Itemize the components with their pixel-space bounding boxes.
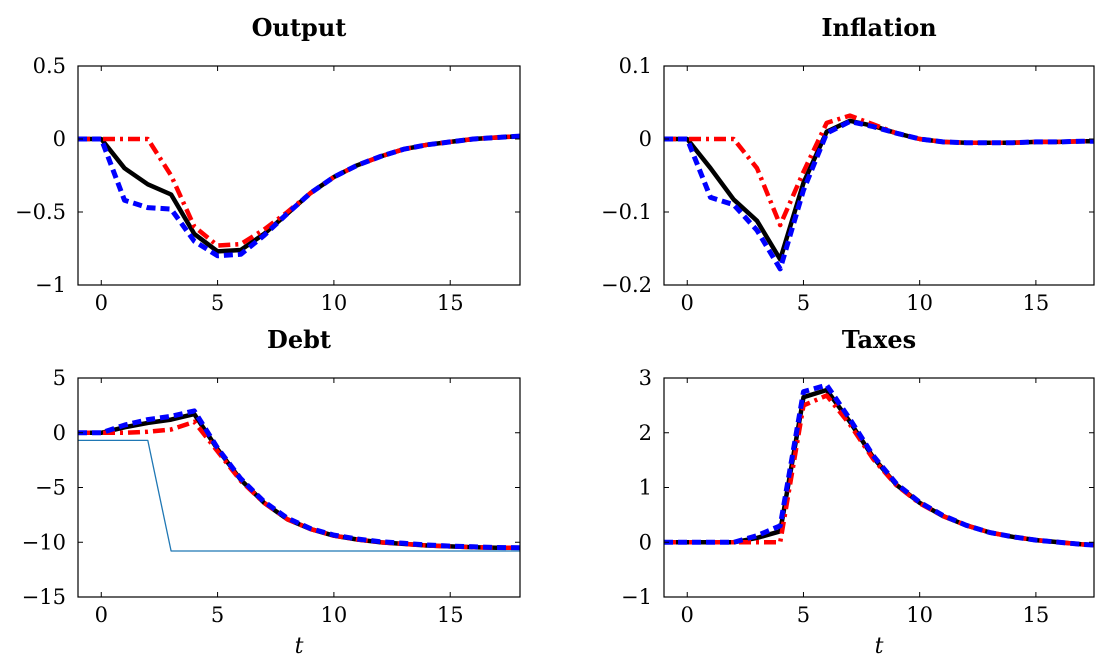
y-tick-label: 0.5 (33, 54, 66, 78)
x-axis-label: t (295, 634, 304, 659)
x-tick-label: 15 (1023, 291, 1050, 315)
x-tick-label: 10 (906, 603, 933, 627)
y-tick-label: −1 (35, 273, 66, 297)
x-tick-label: 5 (797, 291, 810, 315)
y-tick-label: −15 (22, 585, 66, 609)
series-line-4 (78, 439, 520, 552)
x-tick-label: 10 (321, 603, 348, 627)
x-tick-label: 15 (437, 291, 464, 315)
y-tick-label: 0 (53, 421, 66, 445)
y-tick-label: 0 (53, 127, 66, 151)
panel-title: Debt (267, 325, 331, 354)
x-tick-label: 0 (95, 603, 108, 627)
plot-frame (663, 377, 1095, 598)
x-axis-label: t (875, 634, 884, 659)
panel-inflation: Inflation 0 5 10 15 0.1 0 −0.1 −0.2 (601, 13, 1095, 315)
x-tick-label: 10 (906, 291, 933, 315)
y-tick-label: −0.2 (601, 273, 652, 297)
y-tick-label: 5 (53, 366, 66, 390)
x-tick-label: 5 (797, 603, 810, 627)
y-tick-label: −0.5 (15, 200, 66, 224)
y-tick-label: 1 (639, 476, 652, 500)
plot-frame (77, 65, 521, 286)
y-tick-label: −0.1 (601, 200, 652, 224)
x-tick-label: 0 (95, 291, 108, 315)
x-tick-label: 15 (1023, 603, 1050, 627)
y-tick-label: 3 (639, 366, 652, 390)
panel-title: Taxes (842, 325, 916, 354)
x-tick-label: 5 (211, 603, 224, 627)
x-tick-label: 0 (681, 291, 694, 315)
series-line-1 (78, 133, 520, 254)
panel-title: Output (252, 13, 347, 42)
panel-output: Output 0 5 10 15 0.5 0 −0.5 −1 (15, 13, 521, 315)
y-tick-label: −10 (22, 530, 66, 554)
x-tick-label: 5 (211, 291, 224, 315)
series-line-1 (78, 411, 520, 550)
series-line-2 (664, 113, 1094, 228)
series-line-3 (78, 133, 520, 259)
x-tick-label: 10 (321, 291, 348, 315)
y-tick-label: −5 (35, 476, 66, 500)
series-line-3 (664, 119, 1094, 272)
y-tick-label: −1 (621, 585, 652, 609)
series-line-1 (664, 118, 1094, 262)
series-line-2 (78, 133, 520, 248)
panel-debt: Debt 0 5 10 15 5 0 −5 −10 −15 t (22, 325, 521, 659)
panel-title: Inflation (821, 13, 936, 42)
y-tick-label: 0 (639, 127, 652, 151)
x-tick-label: 15 (437, 603, 464, 627)
y-tick-label: 0 (639, 530, 652, 554)
series-line-2 (664, 393, 1094, 548)
series-line-3 (664, 382, 1094, 548)
series-line-3 (78, 408, 520, 551)
x-tick-label: 0 (681, 603, 694, 627)
y-tick-label: 0.1 (619, 54, 652, 78)
plot-frame (663, 65, 1095, 286)
y-tick-label: 2 (639, 421, 652, 445)
plot-frame (77, 377, 521, 598)
